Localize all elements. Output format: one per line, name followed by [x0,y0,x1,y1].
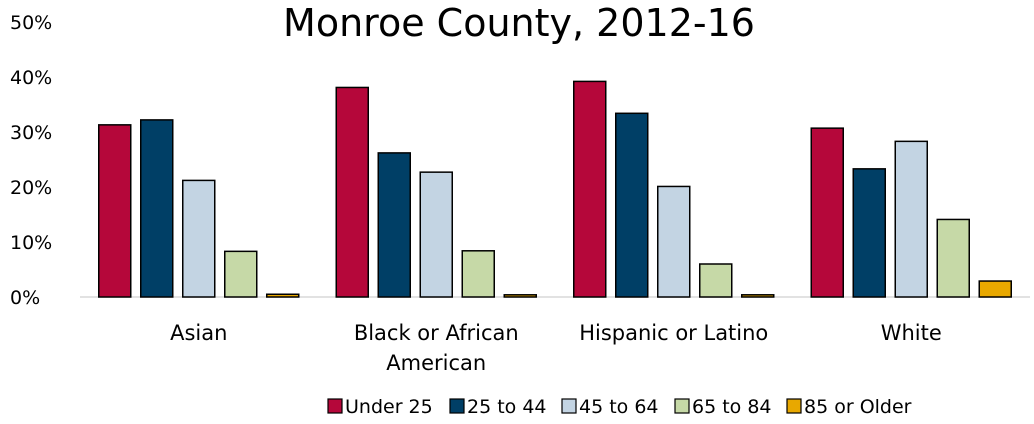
y-tick-label: 50% [10,12,52,34]
bar [461,250,495,298]
y-tick-label: 0% [10,287,40,309]
bar [98,124,132,298]
legend-label: 25 to 44 [467,396,547,418]
category-label: Black or African [354,321,519,345]
legend-swatch [561,398,577,414]
category-label: White [881,321,942,345]
legend-swatch [327,398,343,414]
legend-label: 65 to 84 [692,396,772,418]
bar [615,112,649,298]
bar [894,140,928,298]
bar [936,218,970,298]
y-tick-label: 10% [10,232,52,254]
bar [140,119,174,298]
bar [503,294,537,298]
chart-title: Monroe County, 2012-16 [283,1,755,45]
bar [377,152,411,298]
category-label: Hispanic or Latino [579,321,768,345]
legend-swatch [449,398,465,414]
bar [699,263,733,298]
bar [335,86,369,298]
bar [852,168,886,298]
legend-label: Under 25 [345,396,433,418]
y-tick-label: 30% [10,122,52,144]
bar [741,294,775,298]
y-tick-label: 40% [10,67,52,89]
bar [182,179,216,298]
y-tick-label: 20% [10,177,52,199]
category-label: American [386,351,486,375]
category-label: Asian [170,321,227,345]
legend-swatch [674,398,690,414]
legend-label: 45 to 64 [579,396,659,418]
bar [266,293,300,298]
bar [657,185,691,298]
bar [810,127,844,298]
bar [419,171,453,298]
bar [224,250,258,298]
legend-swatch [786,398,802,414]
bar [573,80,607,298]
bar [978,280,1012,298]
legend-label: 85 or Older [804,396,912,418]
